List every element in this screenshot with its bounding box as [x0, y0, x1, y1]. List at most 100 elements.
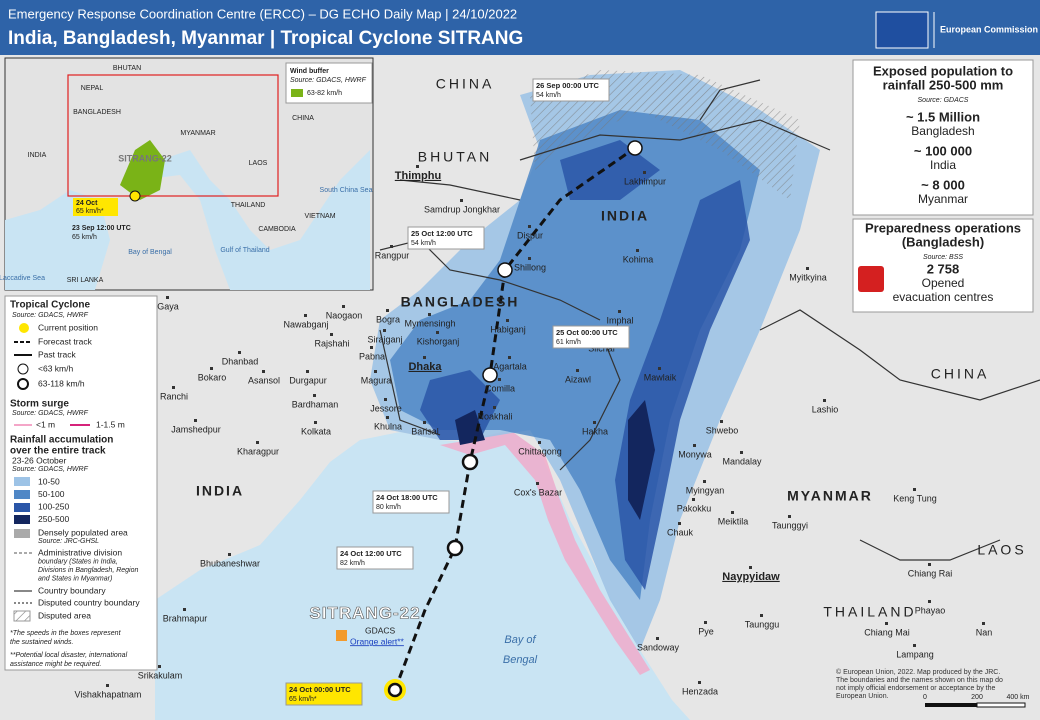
storm-alert: Orange alert**	[350, 636, 405, 646]
inset-track-speed: 65 km/h	[72, 234, 97, 241]
city-marker	[885, 622, 888, 625]
inset-label: NEPAL	[81, 85, 104, 92]
city-marker	[703, 480, 706, 483]
track-label-box	[336, 546, 414, 570]
city-marker	[210, 367, 213, 370]
legend-heading: Tropical Cyclone	[10, 300, 90, 311]
legend-item: Current position	[38, 322, 98, 332]
city-marker	[913, 488, 916, 491]
legend-frame	[4, 295, 158, 671]
copyright: not imply official endorsement or accept…	[836, 685, 996, 692]
city-marker	[693, 444, 696, 447]
rain-50-100	[390, 110, 760, 600]
city-marker	[374, 370, 377, 373]
exposed-title: Exposed population to	[873, 63, 1013, 78]
city-marker	[306, 370, 309, 373]
exposed-country: India	[930, 158, 956, 172]
city-label: Mawlaik	[644, 372, 677, 382]
copyright: European Union.	[836, 693, 889, 700]
header-subtitle: Emergency Response Coordination Centre (…	[8, 6, 517, 21]
city-label: Taunggyi	[772, 520, 808, 530]
city-marker	[436, 331, 439, 334]
city-marker	[678, 522, 681, 525]
prep-title: Preparedness operations	[865, 220, 1021, 235]
city-marker	[731, 511, 734, 514]
city-label: Cox's Bazar	[514, 487, 562, 497]
scale-label: 0	[923, 694, 927, 701]
track-time: 24 Oct 12:00 UTC	[340, 549, 402, 558]
inset-track-speed: 65 km/h*	[76, 208, 104, 215]
legend-item: Divisions in Bangladesh, Region	[38, 567, 138, 574]
city-label: Hakha	[582, 426, 608, 436]
country-label: INDIA	[196, 483, 244, 499]
country-label: LAOS	[977, 542, 1026, 558]
city-marker	[386, 416, 389, 419]
legend-item: Past track	[38, 349, 77, 359]
city-label: Phayao	[915, 605, 946, 615]
legend-heading: over the entire track	[10, 446, 106, 457]
track-label-box	[285, 682, 363, 706]
copyright: The boundaries and the names shown on th…	[836, 677, 1003, 684]
exposed-box	[852, 59, 1034, 216]
inset-sea	[5, 150, 370, 290]
storm-name: SITRANG-22	[309, 603, 420, 622]
copyright: © European Union, 2022. Map produced by …	[836, 668, 1000, 676]
legend-note: **Potential local disaster, internationa…	[10, 652, 128, 659]
scale-bar	[976, 702, 1026, 708]
city-label: Mandalay	[722, 456, 762, 466]
city-marker	[928, 600, 931, 603]
track-time: 24 Oct 18:00 UTC	[376, 493, 438, 502]
rain-250-500	[455, 400, 655, 520]
city-marker	[656, 637, 659, 640]
city-label: Gaya	[157, 301, 179, 311]
inset-label: SRI LANKA	[67, 277, 104, 284]
city-label: Khulna	[374, 421, 402, 431]
legend-current	[19, 323, 29, 333]
city-label: Pye	[698, 626, 714, 636]
city-label: Naogaon	[326, 310, 363, 320]
storm-surge	[440, 430, 650, 675]
legend-item: 63-118 km/h	[38, 378, 85, 388]
prep-label: Opened	[922, 276, 965, 290]
city-label: Magura	[361, 375, 392, 385]
city-label: Vishakhapatnam	[75, 689, 142, 699]
city-label: Shillong	[514, 262, 546, 272]
track-label-box	[532, 78, 610, 102]
exposed-value: ~ 100 000	[914, 143, 972, 158]
prep-value: 2 758	[927, 261, 960, 276]
exposed-country: Myanmar	[918, 192, 968, 206]
city-marker	[720, 420, 723, 423]
track-point	[482, 367, 498, 383]
legend-source: Source: GDACS, HWRF	[12, 410, 89, 417]
city-label: Chauk	[667, 527, 694, 537]
city-marker	[172, 386, 175, 389]
city-marker	[618, 310, 621, 313]
city-marker	[386, 309, 389, 312]
inset-label: BANGLADESH	[73, 109, 121, 116]
scale-bar	[925, 703, 977, 707]
city-label: Rangpur	[375, 250, 410, 260]
city-marker	[506, 319, 509, 322]
country-label: CHINA	[931, 366, 990, 382]
city-label: Dhanbad	[222, 356, 259, 366]
alert-icon	[336, 630, 347, 641]
track-speed: 82 km/h	[340, 560, 365, 567]
city-label: Noakhali	[477, 411, 512, 421]
city-marker	[658, 367, 661, 370]
city-label: Myitkyina	[789, 272, 827, 282]
inset-label: CAMBODIA	[258, 226, 296, 233]
wind-buffer	[120, 140, 165, 200]
legend-high	[17, 378, 29, 390]
city-label: Samdrup Jongkhar	[424, 204, 500, 214]
city-label: Kharagpur	[237, 446, 279, 456]
legend-item: Disputed country boundary	[38, 597, 140, 607]
track-speed: 54 km/h	[536, 92, 561, 99]
country-label: BANGLADESH	[401, 294, 520, 310]
city-marker	[238, 351, 241, 354]
country-boundary	[379, 79, 1040, 561]
legend-note: *The speeds in the boxes represent	[10, 630, 122, 637]
city-marker	[528, 257, 531, 260]
inset-label: Gulf of Thailand	[220, 247, 269, 254]
inset-label-bg	[73, 198, 118, 216]
legend-heading: Rainfall accumulation	[10, 435, 113, 446]
